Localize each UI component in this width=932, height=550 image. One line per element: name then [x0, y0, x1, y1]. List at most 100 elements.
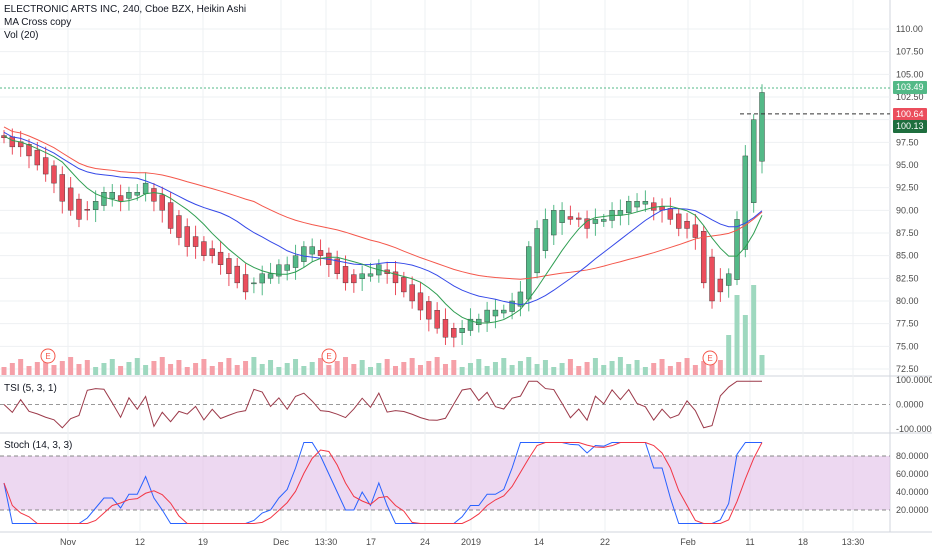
candle-body: [509, 300, 515, 312]
volume-bar: [609, 361, 615, 375]
candle-body: [492, 309, 499, 317]
candle-body: [501, 309, 507, 314]
time-tick-label: 18: [798, 537, 808, 547]
volume-bar: [526, 357, 532, 375]
volume-bar: [451, 360, 457, 375]
volume-bar: [376, 363, 382, 375]
candle-body: [459, 328, 465, 333]
candle-body: [592, 219, 599, 224]
candle-body: [309, 246, 315, 255]
earnings-marker-label: E: [45, 352, 50, 361]
price-tick-label: 72.50: [896, 364, 919, 374]
time-tick-label: 19: [198, 537, 208, 547]
candle-body: [292, 255, 299, 268]
volume-bar: [717, 360, 723, 375]
volume-bar: [243, 361, 249, 375]
candle-body: [134, 191, 140, 196]
price-tag-red: 100.64: [893, 108, 927, 121]
time-tick-label: 24: [420, 537, 430, 547]
volume-bar: [509, 365, 515, 375]
volume-bar: [368, 367, 374, 375]
time-tick-label: 12: [135, 537, 145, 547]
ma-cross-legend[interactable]: MA Cross copy: [4, 17, 72, 28]
candle-body: [626, 201, 632, 214]
candle-body: [717, 278, 724, 293]
stoch-tick-label: 20.0000: [896, 505, 929, 515]
volume-bar: [101, 363, 107, 375]
volume-bar: [343, 357, 349, 375]
volume-bar: [93, 367, 99, 375]
candle-body: [709, 256, 715, 302]
volume-bar: [334, 361, 340, 375]
volume-bar: [276, 367, 282, 375]
candle-body: [601, 219, 607, 222]
symbol-legend[interactable]: ELECTRONIC ARTS INC, 240, Cboe BZX, Heik…: [4, 4, 247, 15]
volume-bar: [168, 364, 174, 375]
volume-legend[interactable]: Vol (20): [4, 30, 39, 41]
candle-body: [167, 202, 174, 229]
volume-bar: [401, 362, 407, 375]
volume-bar: [692, 365, 698, 375]
stoch-tick-label: 40.0000: [896, 487, 929, 497]
candle-body: [109, 191, 115, 200]
volume-bar: [384, 359, 390, 375]
candle-body: [634, 201, 640, 208]
candle-body: [476, 318, 482, 326]
volume-bar: [151, 361, 157, 375]
volume-bar: [126, 362, 132, 375]
candle-body: [750, 119, 757, 203]
candle-body: [159, 194, 165, 211]
tsi-line: [3, 380, 762, 429]
time-tick-label: 2019: [461, 537, 481, 547]
volume-bar: [751, 285, 757, 375]
earnings-marker: [702, 350, 718, 366]
volume-bar: [426, 361, 432, 375]
volume-bar: [284, 363, 290, 375]
candle-body: [401, 277, 407, 293]
candle-body: [284, 264, 290, 271]
candle-body: [67, 187, 74, 211]
volume-bar: [434, 357, 440, 375]
candle-body: [92, 201, 99, 210]
volume-bar: [567, 359, 573, 375]
candle-body: [126, 191, 132, 199]
last-price-tag: 103.49: [893, 81, 927, 94]
volume-bar: [701, 361, 707, 375]
candle-body: [534, 228, 540, 274]
stoch-tick-label: 80.0000: [896, 451, 929, 461]
candle-body: [742, 155, 749, 250]
volume-bar: [484, 366, 490, 375]
volume-bar: [43, 358, 49, 375]
volume-bar: [592, 358, 598, 375]
candle-body: [526, 246, 532, 300]
volume-bar: [176, 360, 182, 375]
stoch-legend[interactable]: Stoch (14, 3, 3): [4, 440, 73, 451]
volume-bar: [517, 361, 523, 375]
volume-bar: [459, 367, 465, 375]
candle-body: [117, 195, 124, 202]
candle-body: [276, 264, 282, 277]
ma-blue-line: [3, 131, 763, 306]
volume-bar: [501, 358, 507, 375]
candle-body: [151, 188, 157, 202]
volume-bar: [734, 295, 740, 375]
volume-bar: [359, 360, 365, 375]
volume-bar: [51, 365, 57, 375]
price-tick-label: 107.50: [896, 47, 924, 57]
tsi-legend[interactable]: TSI (5, 3, 1): [4, 383, 57, 394]
volume-bar: [193, 363, 199, 375]
volume-bar: [268, 360, 274, 375]
price-tick-label: 85.00: [896, 251, 919, 261]
candle-body: [725, 273, 732, 286]
volume-bar: [68, 357, 74, 375]
time-tick-label: Dec: [273, 537, 290, 547]
volume-bar: [642, 367, 648, 375]
time-tick-label: 17: [366, 537, 376, 547]
candle-body: [651, 202, 657, 211]
volume-bar: [259, 364, 265, 375]
volume-bar: [159, 357, 165, 375]
tsi-tick-label: 0.0000: [896, 400, 924, 410]
candle-body: [1, 135, 7, 139]
volume-bar: [59, 361, 65, 375]
